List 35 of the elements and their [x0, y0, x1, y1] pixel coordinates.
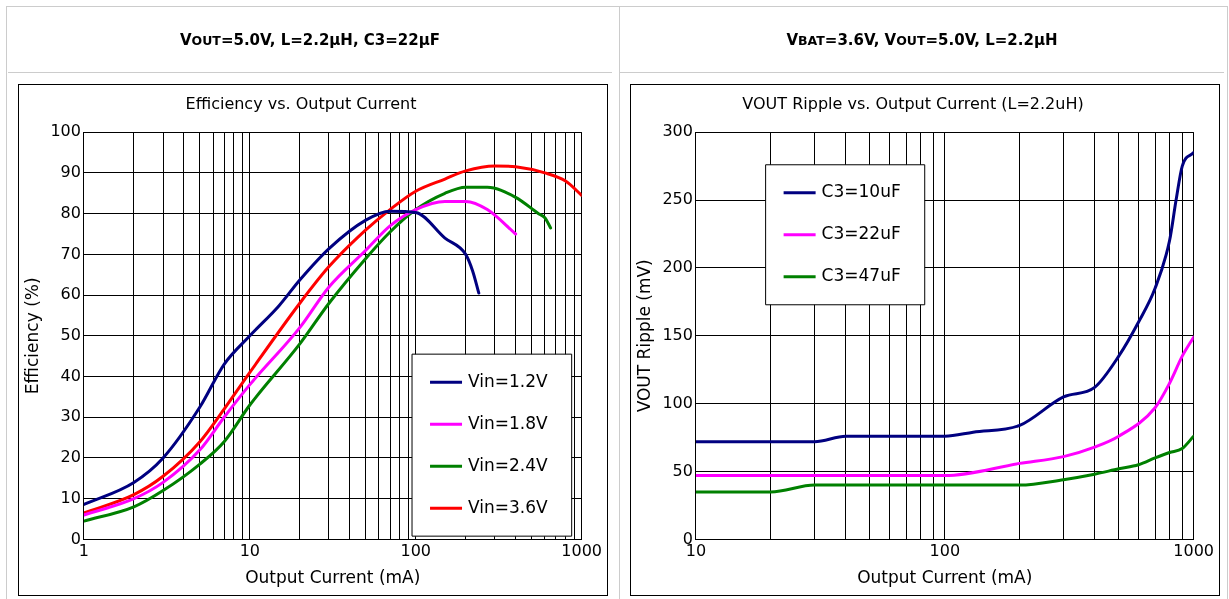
legend-label: C3=47uF	[821, 265, 901, 286]
chart-title: Efficiency vs. Output Current	[185, 93, 417, 113]
x-axis-title: Output Current (mA)	[857, 567, 1033, 588]
x-axis-title: Output Current (mA)	[245, 567, 421, 588]
x-tick-label: 100	[929, 541, 961, 561]
y-axis-title: Efficiency (%)	[21, 277, 42, 395]
y-tick-label: 150	[662, 324, 693, 344]
legend-label: C3=10uF	[821, 181, 901, 202]
y-tick-label: 200	[662, 257, 693, 277]
y-tick-label: 300	[662, 121, 693, 141]
y-tick-label: 30	[60, 406, 81, 426]
x-tick-label: 100	[400, 541, 432, 561]
y-tick-label: 250	[662, 189, 693, 209]
legend-label: Vin=2.4V	[468, 454, 549, 475]
y-tick-label: 70	[60, 243, 81, 263]
y-tick-label: 60	[60, 284, 81, 304]
y-tick-label: 0	[70, 528, 81, 548]
x-tick-label: 10	[239, 541, 261, 561]
y-tick-label: 50	[672, 460, 693, 480]
x-tick-label: 1000	[1173, 541, 1214, 561]
y-tick-label: 50	[60, 324, 81, 344]
y-tick-label: 80	[60, 202, 81, 222]
y-tick-label: 100	[662, 392, 693, 412]
x-tick-label: 1000	[561, 541, 602, 561]
legend-label: C3=22uF	[821, 223, 901, 244]
legend-label: Vin=3.6V	[468, 496, 549, 517]
y-tick-label: 10	[60, 487, 81, 507]
y-tick-label: 40	[60, 365, 81, 385]
y-tick-label: 100	[50, 121, 81, 141]
legend-label: Vin=1.2V	[468, 370, 549, 391]
legend-label: Vin=1.8V	[468, 412, 549, 433]
chart-title: VOUT Ripple vs. Output Current (L=2.2uH)	[742, 93, 1084, 113]
y-tick-label: 90	[60, 162, 81, 182]
y-axis-title: VOUT Ripple (mV)	[633, 259, 654, 413]
y-tick-label: 20	[60, 447, 81, 467]
